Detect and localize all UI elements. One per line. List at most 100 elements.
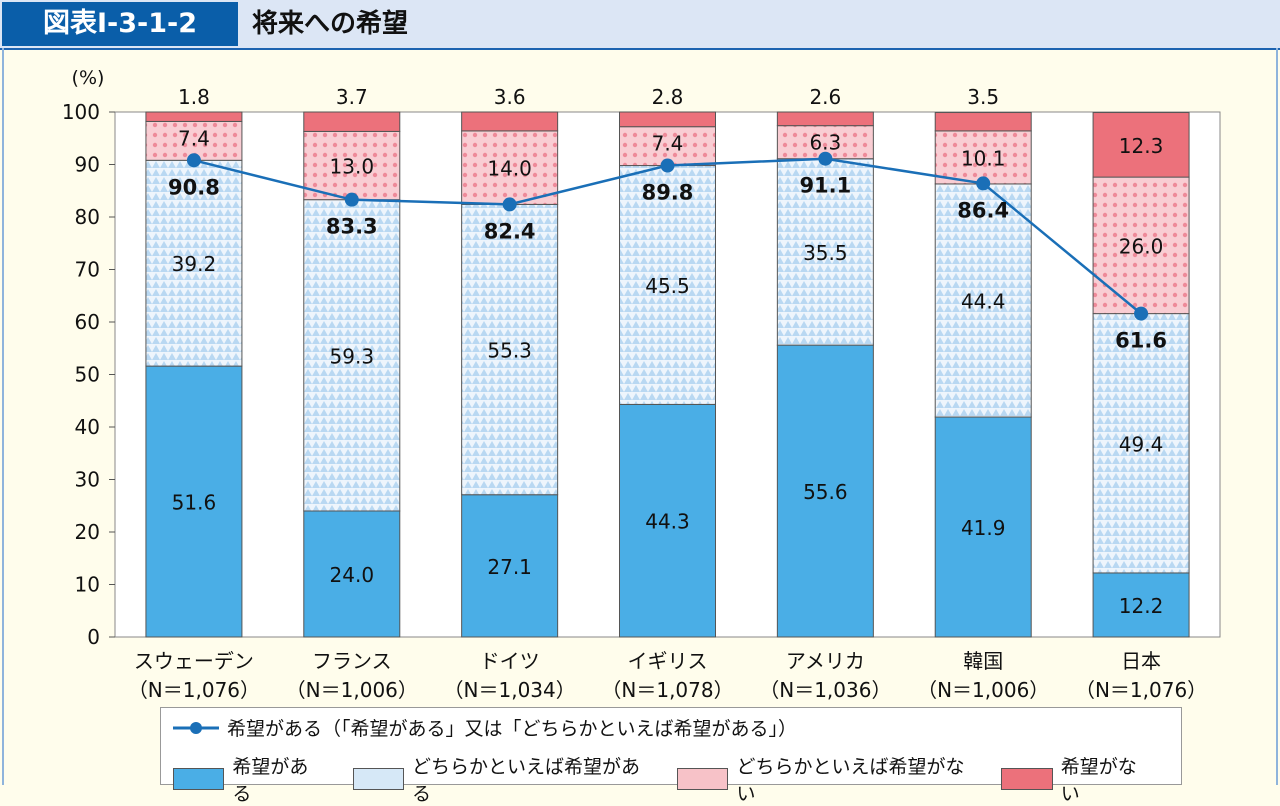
x-category-label: 韓国 [963, 649, 1003, 673]
data-label: 51.6 [172, 491, 217, 515]
x-category-label: ドイツ [480, 649, 540, 673]
x-category-label: スウェーデン [134, 649, 254, 673]
x-sample-size-label: （N＝1,036） [759, 678, 891, 702]
data-label: 26.0 [1119, 234, 1164, 258]
data-label: 55.6 [803, 480, 848, 504]
figure-header: 図表Ⅰ-3-1-2 将来への希望 [0, 0, 1280, 50]
legend-item-hope: 希望がある [173, 752, 323, 806]
data-label: 3.5 [967, 85, 999, 109]
bar-segment [934, 416, 1032, 638]
bar-segment [619, 165, 716, 405]
data-label: 1.8 [178, 85, 210, 109]
bar-segment [303, 510, 401, 638]
line-marker-icon [173, 721, 219, 734]
y-tick-label: 90 [75, 153, 100, 177]
legend-label: どちらかといえば希望がある [412, 756, 641, 805]
data-label: 3.7 [336, 85, 368, 109]
data-label: 2.6 [809, 85, 841, 109]
y-tick-label: 80 [75, 205, 100, 229]
line-data-label: 91.1 [799, 174, 851, 198]
bar-segment [776, 111, 874, 127]
legend-line-item: 希望がある（「希望がある」又は「どちらかといえば希望がある」） [173, 714, 797, 741]
y-tick-label: 30 [75, 468, 100, 492]
bar-segment [776, 344, 874, 638]
data-label: 35.5 [803, 241, 848, 265]
data-label: 3.6 [494, 85, 526, 109]
line-data-label: 90.8 [168, 175, 220, 199]
bar-segment [461, 111, 559, 132]
y-tick-label: 100 [62, 100, 100, 124]
x-sample-size-label: （N＝1,006） [917, 678, 1049, 702]
bar-segment [934, 112, 1032, 132]
chart-frame [2, 48, 1278, 785]
bar-segment [934, 183, 1032, 418]
y-tick-label: 10 [75, 573, 100, 597]
data-label: 27.1 [487, 555, 532, 579]
x-sample-size-label: （N＝1,006） [286, 678, 418, 702]
y-tick-label: 0 [87, 625, 100, 649]
x-sample-size-label: （N＝1,034） [444, 678, 576, 702]
figure-title: 将来への希望 [252, 9, 409, 39]
legend-item-somewhat-hope: どちらかといえば希望がある [352, 752, 647, 806]
data-label: 49.4 [1119, 432, 1164, 456]
x-category-label: アメリカ [786, 649, 865, 673]
stacked-bar-chart: (%) 0 10 20 30 40 50 60 70 80 90 100 51.6 39.2 7.4 1.8 ス… [62, 67, 1221, 702]
x-sample-size-label: （N＝1,076） [1075, 678, 1207, 702]
y-tick-label: 50 [75, 363, 100, 387]
data-label: 24.0 [330, 563, 375, 587]
line-point [344, 192, 359, 207]
data-label: 7.4 [178, 126, 210, 150]
bar-segment [934, 130, 1032, 185]
data-label: 44.3 [645, 510, 690, 534]
legend-item-somewhat-no-hope: どちらかといえば希望がない [677, 752, 971, 806]
swatch-no-hope [1001, 768, 1053, 790]
data-label: 12.3 [1119, 134, 1164, 158]
x-category-label: フランス [312, 649, 392, 673]
bar-segment [619, 111, 716, 128]
y-tick-label: 40 [75, 415, 100, 439]
bar-segment [1092, 572, 1190, 638]
bar-segment [145, 365, 243, 638]
bar-segment [303, 130, 401, 201]
data-label: 2.8 [652, 85, 684, 109]
bar-segment [303, 199, 401, 512]
bar-segment [145, 159, 243, 367]
bar-segment [1092, 313, 1190, 574]
data-label: 10.1 [961, 146, 1006, 170]
bar-segment [303, 111, 401, 132]
line-data-label: 83.3 [326, 215, 378, 239]
line-point [660, 158, 675, 173]
data-label: 59.3 [330, 344, 375, 368]
x-sample-size-label: （N＝1,076） [128, 678, 260, 702]
data-label: 55.3 [487, 339, 532, 363]
line-point [1134, 306, 1149, 321]
data-label: 14.0 [487, 157, 532, 181]
line-data-label: 82.4 [484, 219, 536, 243]
line-point [502, 197, 517, 212]
bar-segment [1092, 112, 1190, 178]
data-label: 44.4 [961, 289, 1006, 313]
data-label: 6.3 [809, 131, 841, 155]
bar-segment [461, 494, 559, 638]
data-label: 7.4 [652, 132, 684, 156]
y-tick-label: 20 [75, 520, 100, 544]
y-tick-label: 70 [75, 258, 100, 282]
legend-item-no-hope: 希望がない [1001, 752, 1151, 806]
x-sample-size-label: （N＝1,078） [601, 678, 733, 702]
y-tick-label: 60 [75, 310, 100, 334]
line-point [976, 176, 991, 191]
legend-label: どちらかといえば希望がない [736, 756, 965, 805]
line-data-label: 89.8 [642, 181, 694, 205]
y-axis-unit: (%) [72, 67, 105, 89]
legend-line-label: 希望がある（「希望がある」又は「どちらかといえば希望がある」） [227, 718, 798, 740]
data-label: 45.5 [645, 274, 690, 298]
data-label: 12.2 [1119, 594, 1164, 618]
figure-number: 図表Ⅰ-3-1-2 [2, 2, 238, 46]
legend-label: 希望がある [232, 756, 309, 805]
legend-label: 希望がない [1060, 756, 1137, 805]
line-data-label: 61.6 [1115, 329, 1167, 353]
bar-segment [461, 130, 559, 205]
x-category-label: イギリス [628, 649, 708, 673]
bar-segment [619, 403, 716, 638]
line-point [818, 151, 833, 166]
